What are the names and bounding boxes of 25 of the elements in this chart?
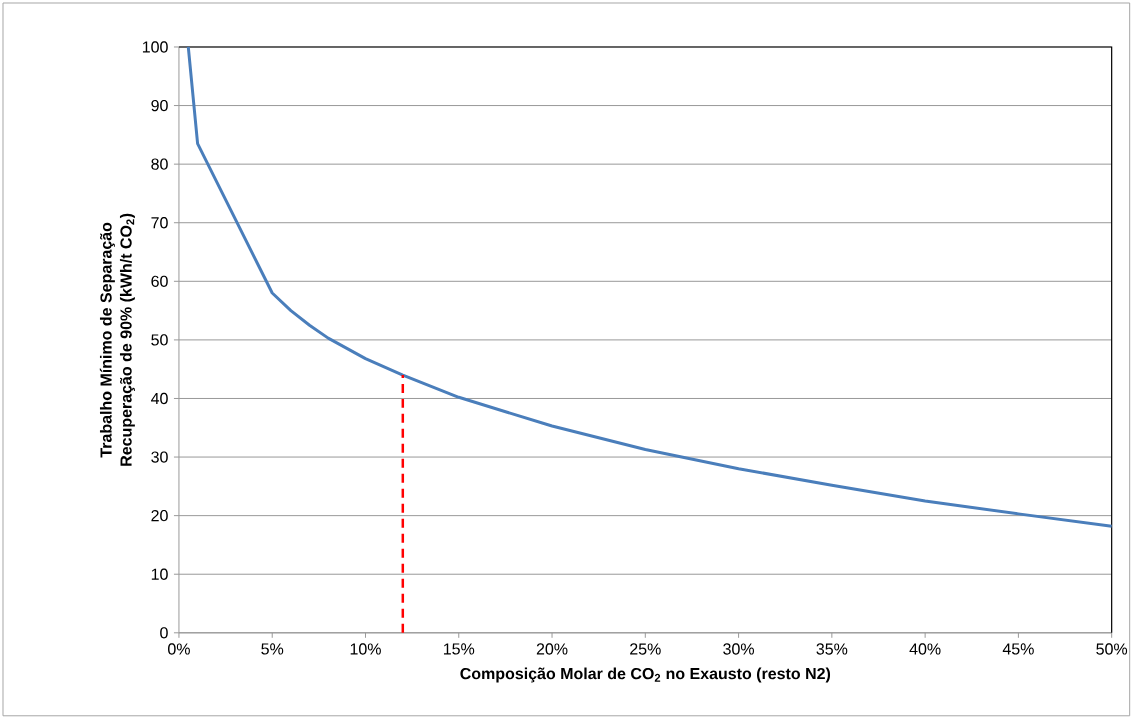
x-tick-label: 25% — [630, 643, 661, 655]
x-tick-label: 50% — [1096, 643, 1128, 655]
y-tick-label: 40 — [151, 392, 168, 405]
x-tick-label: 5% — [261, 643, 284, 655]
y-tick-label: 90 — [151, 100, 168, 112]
x-tick-label: 10% — [350, 643, 381, 655]
y-tick-label: 50 — [151, 334, 168, 346]
x-tick-label: 20% — [536, 643, 568, 655]
y-tick-label: 100 — [142, 41, 168, 53]
y-tick-label: 70 — [151, 217, 168, 229]
y-tick-label: 80 — [151, 158, 168, 170]
y-tick-label: 30 — [151, 451, 168, 463]
x-axis-title: Composição Molar de CO$_{2}$ no Exausto (resto N2) — [460, 667, 831, 683]
x-tick-label: 40% — [909, 643, 941, 655]
y-tick-label: 20 — [151, 510, 168, 522]
x-tick-label: 45% — [1002, 643, 1034, 655]
y-tick-label: 10 — [151, 568, 168, 580]
x-tick-label: 35% — [816, 643, 848, 655]
x-tick-label: 30% — [723, 643, 755, 655]
y-tick-label: 0 — [160, 627, 168, 639]
x-tick-label: 15% — [443, 643, 475, 655]
y-tick-label: 60 — [151, 275, 168, 288]
line-series — [186, 45, 1114, 528]
x-tick-label: 0% — [168, 643, 190, 655]
y-axis-title: Trabalho Mínimo de Separação Recuperação de 90% (kWh/t CO$_{2}$) — [99, 213, 135, 466]
